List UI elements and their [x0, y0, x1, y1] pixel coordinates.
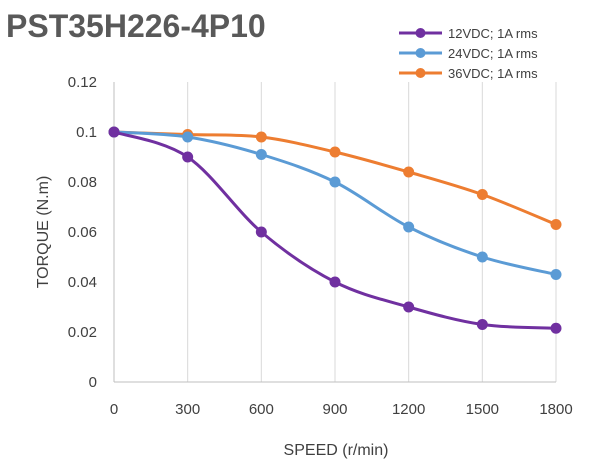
legend: 12VDC; 1A rms 24VDC; 1A rms 36VDC; 1A rms [399, 26, 538, 81]
series-2-point-900 [329, 176, 341, 188]
y-tick-label: 0 [89, 374, 97, 391]
x-axis-label: SPEED (r/min) [284, 442, 389, 459]
series-1-point-600 [255, 226, 267, 238]
series-2-point-1200 [403, 221, 415, 233]
series-2-point-1800 [550, 269, 562, 280]
x-tick-label: 0 [110, 401, 118, 418]
legend-label-1: 12VDC; 1A rms [448, 26, 538, 41]
series-3-point-900 [329, 146, 341, 158]
series-3-point-1500 [476, 189, 488, 200]
series-2-point-600 [255, 149, 267, 160]
legend-marker-2 [415, 48, 426, 58]
tick-labels: 0 300 600 900 1200 1500 1800 0 0.02 0.04 0.06 0.08 0… [68, 74, 573, 418]
y-tick-label: 0.04 [68, 274, 97, 291]
series-1-point-1500 [476, 319, 488, 330]
series-1-point-0 [108, 126, 120, 138]
series-1-point-900 [329, 276, 341, 288]
chart-title: PST35H226-4P10 [6, 8, 266, 44]
y-tick-label: 0.02 [68, 324, 97, 341]
x-tick-label: 300 [175, 401, 200, 418]
series-1-point-300 [182, 151, 194, 163]
x-tick-label: 1800 [539, 401, 572, 418]
legend-marker-1 [415, 28, 426, 38]
y-tick-label: 0.08 [68, 174, 97, 191]
series-3-point-600 [255, 131, 267, 143]
y-tick-label: 0.1 [76, 124, 97, 141]
legend-label-2: 24VDC; 1A rms [448, 46, 538, 61]
x-tick-label: 600 [249, 401, 274, 418]
series-2-point-300 [182, 131, 194, 143]
series-2-point-1500 [476, 251, 488, 263]
series-1-point-1800 [550, 322, 562, 334]
legend-label-3: 36VDC; 1A rms [448, 66, 538, 81]
x-tick-label: 1500 [466, 401, 499, 418]
series-3-point-1200 [403, 166, 415, 178]
y-axis-label: TORQUE (N.m) [35, 176, 52, 289]
series-lines [108, 126, 562, 334]
y-tick-label: 0.12 [68, 74, 97, 91]
x-tick-label: 900 [322, 401, 347, 418]
y-tick-label: 0.06 [68, 224, 97, 241]
x-tick-label: 1200 [392, 401, 425, 418]
grid-lines [187, 82, 557, 382]
series-3-point-1800 [550, 219, 562, 230]
legend-marker-3 [415, 68, 426, 78]
series-1-point-1200 [403, 301, 415, 313]
